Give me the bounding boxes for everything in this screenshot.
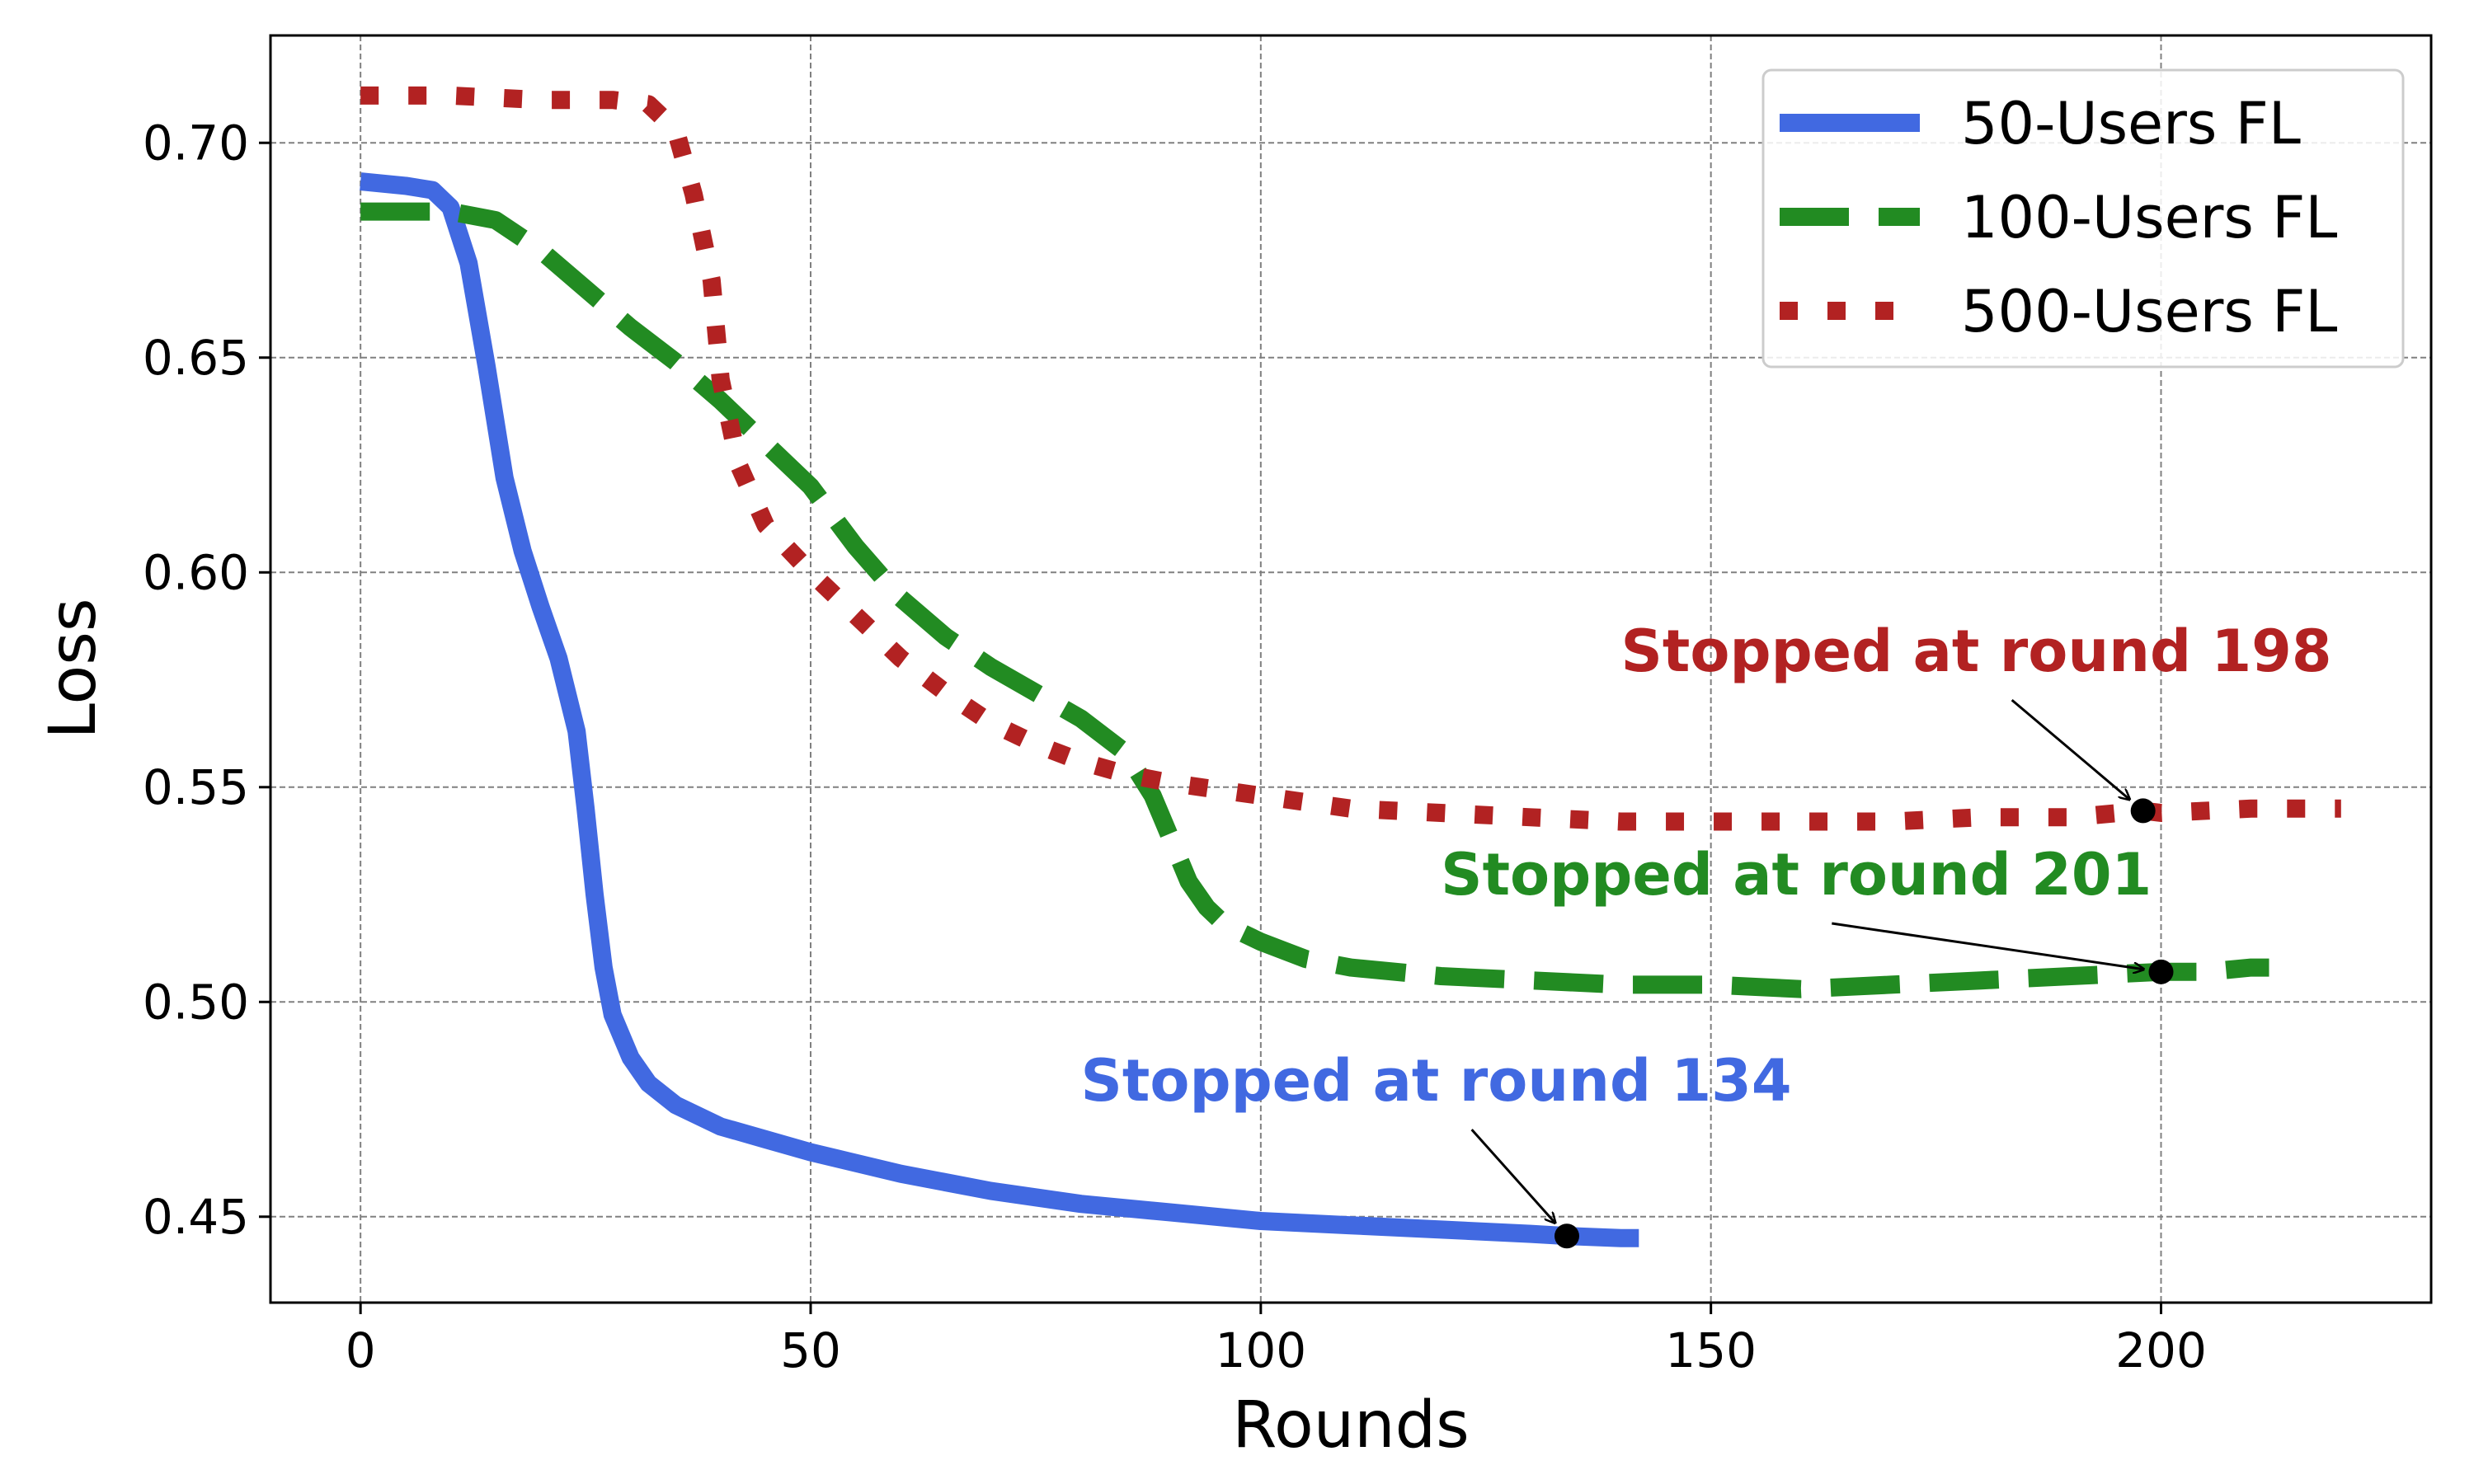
x-axis-label: Rounds — [1232, 1388, 1469, 1463]
y-axis-label: Loss — [36, 598, 111, 739]
plot-frame — [269, 34, 2433, 1304]
x-tick-label: 50 — [780, 1322, 841, 1378]
legend: 50-Users FL 100-Users FL 500-Users FL — [1761, 68, 2405, 369]
axis-ticks: 0 50 100 150 200 0.45 0.50 0.55 0.60 0.65 0.70 — [143, 115, 2207, 1378]
y-tick-label: 0.50 — [143, 974, 249, 1030]
y-tick-label: 0.70 — [143, 115, 249, 171]
x-tick-label: 100 — [1215, 1322, 1306, 1378]
annotation-arrow — [2011, 698, 2129, 799]
x-tick-label: 0 — [346, 1322, 376, 1378]
annotation-text: Stopped at round 201 — [1441, 841, 2152, 909]
y-tick-label: 0.60 — [143, 544, 249, 600]
series-line-1 — [360, 172, 1639, 1247]
stop-markers — [1554, 798, 2174, 1249]
legend-label: 500-Users FL — [1961, 278, 2337, 345]
annotation-arrow — [1832, 922, 2142, 970]
series-line-2 — [360, 202, 2269, 998]
annotation-text: Stopped at round 198 — [1621, 618, 2332, 685]
annotation-arrow — [1470, 1129, 1555, 1223]
series-line-3 — [360, 86, 2341, 831]
annotations: Stopped at round 134 Stopped at round 201… — [1081, 618, 2332, 1223]
series-lines — [360, 86, 2341, 1247]
stop-marker — [2130, 798, 2156, 824]
y-tick-label: 0.55 — [143, 759, 249, 815]
x-tick-label: 200 — [2115, 1322, 2207, 1378]
y-tick-label: 0.65 — [143, 330, 249, 386]
y-tick-label: 0.45 — [143, 1189, 249, 1245]
legend-label: 100-Users FL — [1961, 184, 2337, 251]
stop-marker — [2148, 959, 2174, 984]
x-tick-label: 150 — [1665, 1322, 1757, 1378]
stop-marker — [1554, 1223, 1579, 1249]
legend-box — [1761, 68, 2405, 369]
annotation-text: Stopped at round 134 — [1081, 1047, 1792, 1115]
legend-label: 50-Users FL — [1961, 90, 2301, 157]
